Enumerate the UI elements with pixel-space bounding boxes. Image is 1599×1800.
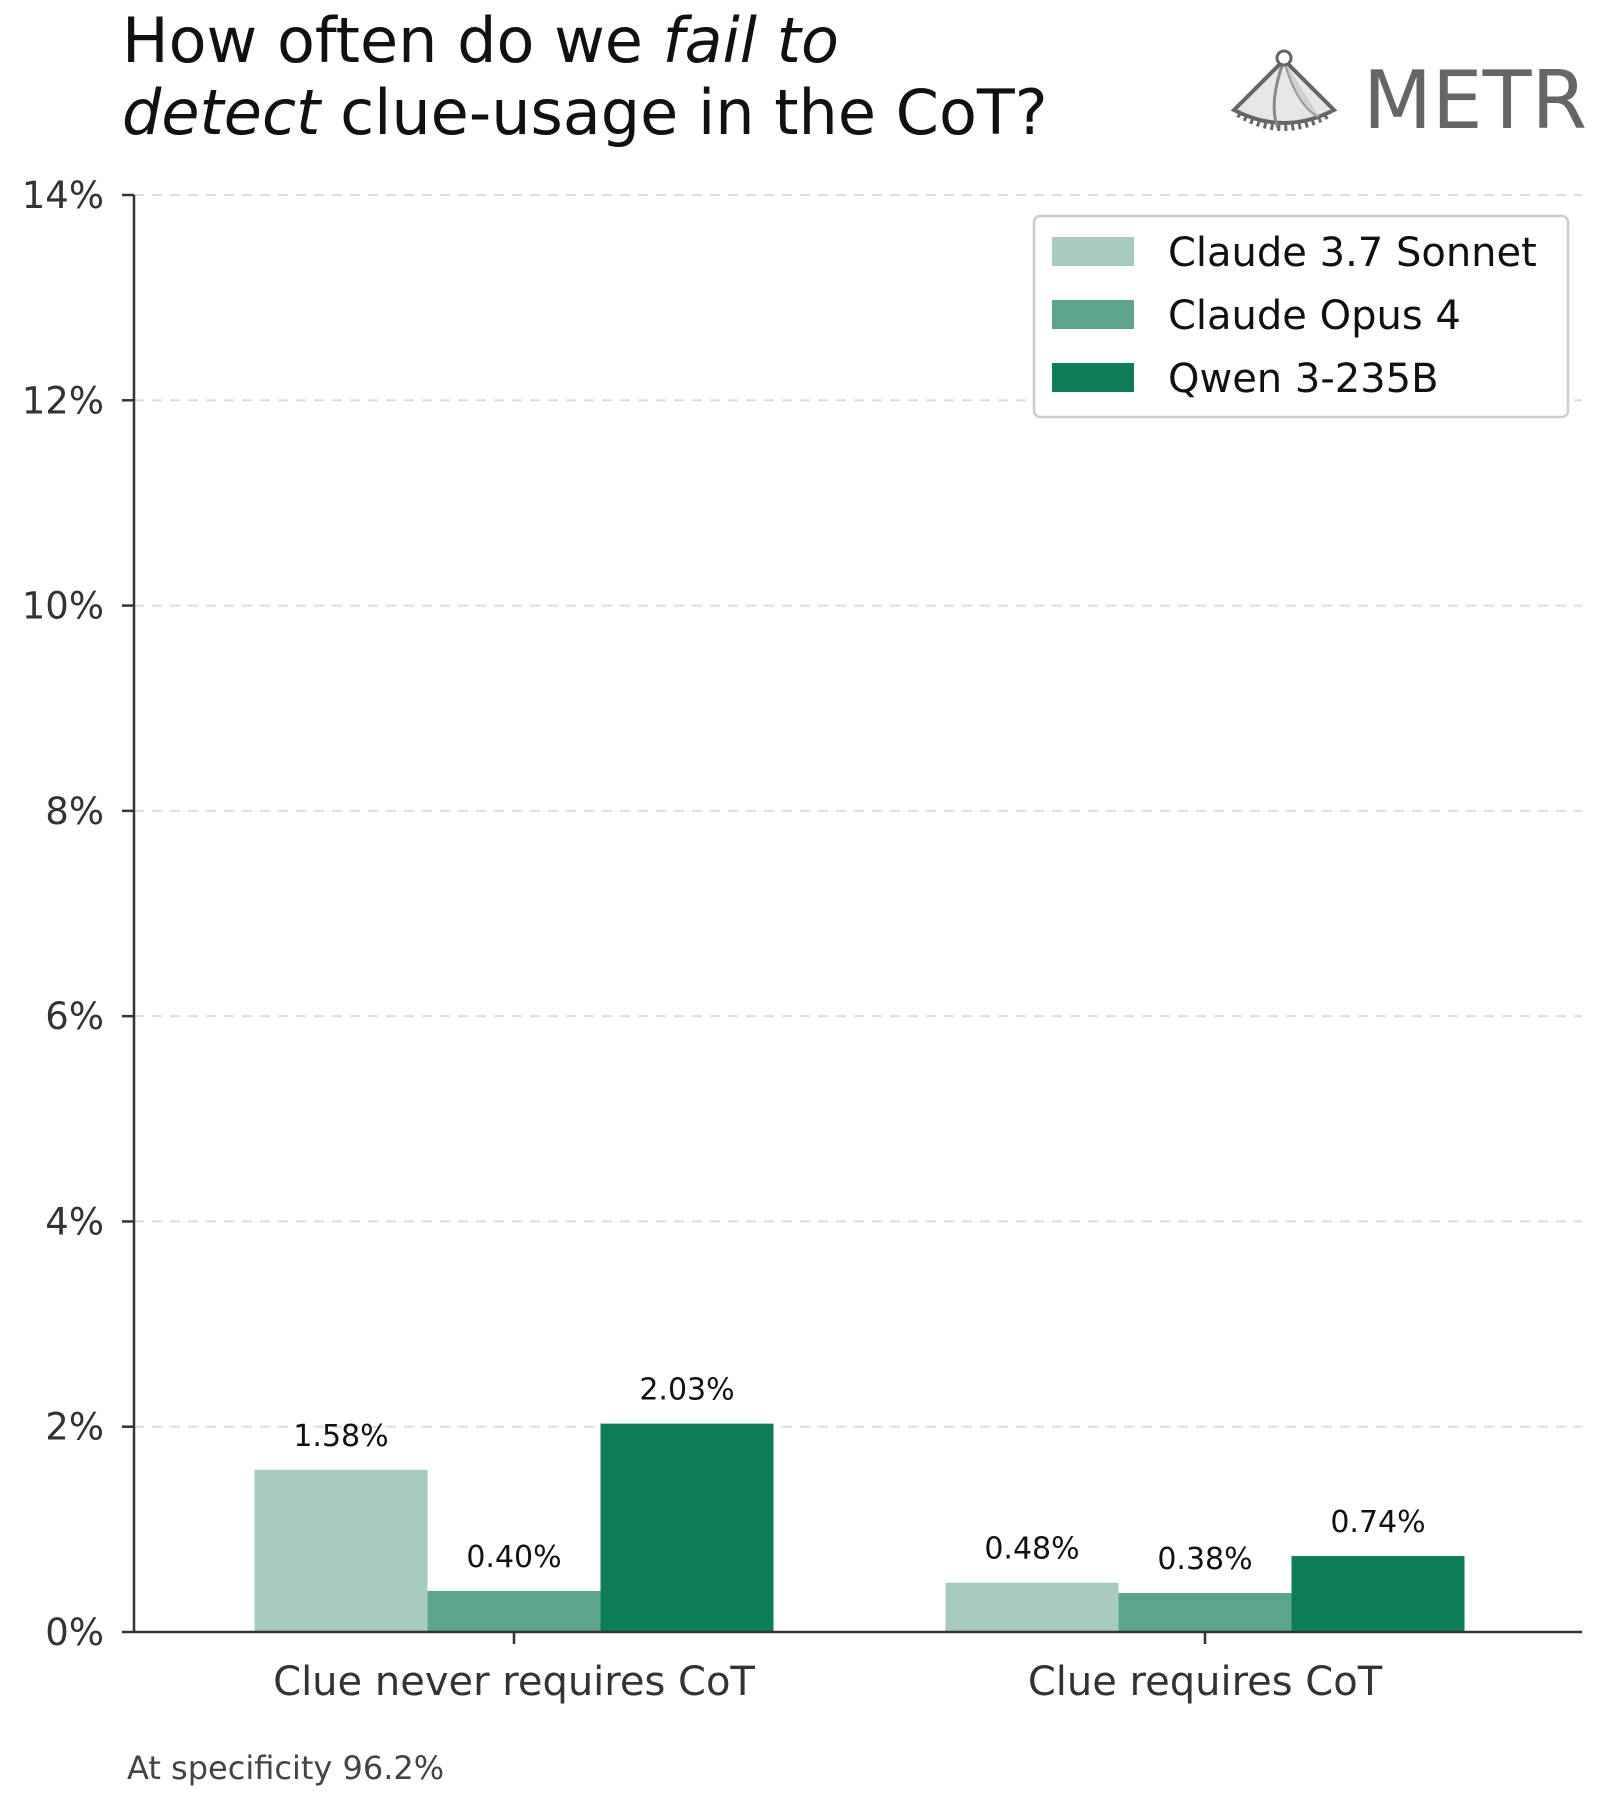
- bar-qwen-3-235b-2: [1291, 1556, 1465, 1632]
- chart-title: How often do we fail to detect clue-usag…: [122, 4, 1048, 149]
- grid-lines: [134, 194, 1582, 1428]
- specificity-note: At specificity 96.2%: [127, 1749, 444, 1787]
- bar-claude-opus-4-1: [427, 1590, 601, 1632]
- y-tick-label: 12%: [22, 379, 104, 422]
- title-segment: clue-usage in the CoT?: [320, 76, 1047, 149]
- legend: Claude 3.7 Sonnet Claude Opus 4 Qwen 3-235…: [1032, 214, 1570, 419]
- data-label-claude-opus-4-1: 0.40%: [466, 1540, 561, 1575]
- y-tick-label: 4%: [45, 1200, 104, 1243]
- bar-qwen-3-235b-1: [600, 1423, 774, 1632]
- title-segment: detect: [122, 76, 323, 149]
- y-tick-label: 6%: [45, 995, 104, 1038]
- chart-title-line-1: How often do we fail to: [122, 4, 839, 77]
- bar-claude-opus-4-2: [1118, 1592, 1292, 1632]
- data-label-claude-3-7-sonnet-2: 0.48%: [984, 1532, 1079, 1567]
- bar-claude-3-7-sonnet-2: [945, 1582, 1119, 1632]
- metr-logo-icon: [1230, 49, 1338, 131]
- y-tick-label: 0%: [45, 1611, 104, 1654]
- legend-swatch-claude-opus-4: [1052, 300, 1134, 329]
- title-segment: How often do we: [122, 4, 663, 77]
- bars: 1.58% 0.40% 2.03% 0.48% 0.38% 0.74%: [254, 1373, 1465, 1632]
- legend-label-claude-opus-4: Claude Opus 4: [1168, 293, 1461, 339]
- legend-swatch-qwen-3-235b: [1052, 363, 1134, 392]
- category-label-2: Clue requires CoT: [1028, 1659, 1383, 1705]
- bar-claude-3-7-sonnet-1: [254, 1469, 428, 1632]
- axes: 0% 2% 4% 6% 8% 10% 12% 14% Clue never requires C…: [22, 174, 1582, 1705]
- title-segment: fail to: [663, 4, 839, 77]
- legend-label-qwen-3-235b: Qwen 3-235B: [1168, 356, 1439, 402]
- chart-title-line-2: detect clue-usage in the CoT?: [122, 76, 1048, 149]
- data-label-claude-3-7-sonnet-1: 1.58%: [293, 1419, 388, 1454]
- y-tick-label: 10%: [22, 585, 104, 628]
- legend-box: [1032, 214, 1570, 419]
- y-tick-label: 14%: [22, 174, 104, 217]
- legend-swatch-claude-3-7-sonnet: [1052, 237, 1134, 266]
- metr-logo: METR: [1230, 49, 1587, 147]
- legend-label-claude-3-7-sonnet: Claude 3.7 Sonnet: [1168, 230, 1537, 276]
- y-tick-label: 2%: [45, 1406, 104, 1449]
- data-label-claude-opus-4-2: 0.38%: [1157, 1542, 1252, 1577]
- metr-logo-text: METR: [1363, 54, 1587, 147]
- y-tick-label: 8%: [45, 790, 104, 833]
- data-label-qwen-3-235b-2: 0.74%: [1330, 1505, 1425, 1540]
- category-label-1: Clue never requires CoT: [273, 1659, 755, 1705]
- data-label-qwen-3-235b-1: 2.03%: [639, 1373, 734, 1408]
